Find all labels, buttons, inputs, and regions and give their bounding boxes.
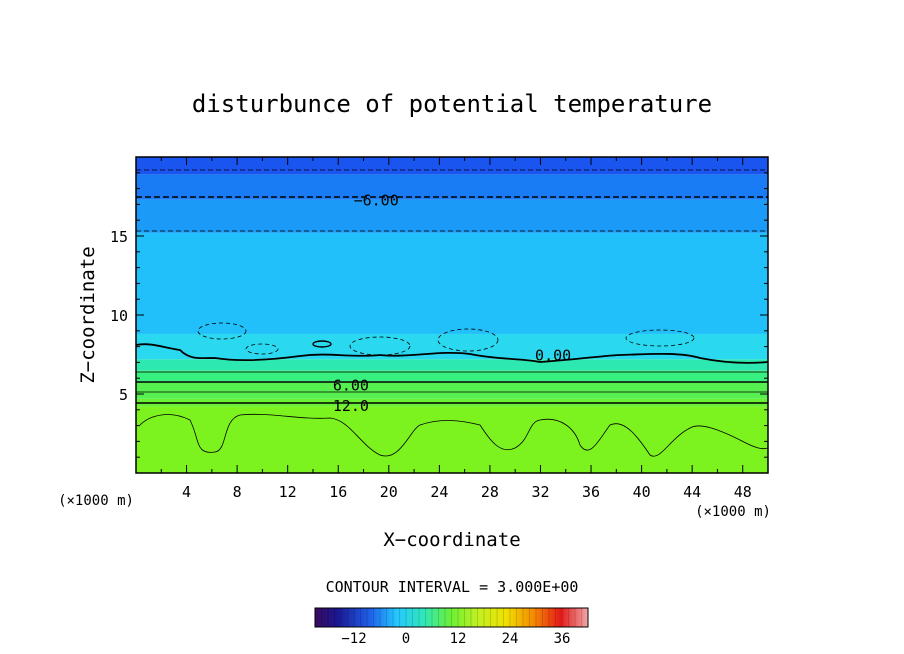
contour-blob bbox=[245, 343, 279, 355]
field-band bbox=[136, 157, 768, 175]
colorbar-stripes bbox=[321, 608, 582, 627]
x-axis-label: X−coordinate bbox=[383, 529, 520, 551]
x-tick-label: 28 bbox=[481, 483, 499, 501]
field-band bbox=[136, 333, 768, 360]
x-tick-label: 36 bbox=[582, 483, 600, 501]
contour-blob bbox=[349, 336, 411, 356]
plot-area: −6.00 0.00 6.00 12.0 bbox=[136, 157, 768, 473]
contour-zero bbox=[136, 343, 768, 364]
field-band bbox=[136, 359, 768, 371]
field-band bbox=[136, 406, 768, 473]
contour-lines bbox=[136, 169, 768, 457]
contour-blob bbox=[312, 340, 332, 348]
colorbar-tick-label: 36 bbox=[554, 631, 571, 647]
x-tick-label: 44 bbox=[683, 483, 701, 501]
colorbar-ticks: −12 0 12 24 36 bbox=[341, 631, 570, 647]
colorbar-tick-label: 12 bbox=[450, 631, 467, 647]
field-band bbox=[136, 199, 768, 233]
y-tick-label: 10 bbox=[110, 307, 128, 325]
y-tick-label: 15 bbox=[110, 228, 128, 246]
contour-waves bbox=[139, 413, 768, 457]
field-bands bbox=[136, 157, 768, 473]
y-axis: 5 10 15 bbox=[110, 172, 768, 458]
contour-label: −6.00 bbox=[354, 192, 399, 210]
contour-labels: −6.00 0.00 6.00 12.0 bbox=[333, 192, 571, 415]
colorbar bbox=[314, 607, 589, 628]
x-tick-label: 32 bbox=[531, 483, 549, 501]
contour-label: 6.00 bbox=[333, 377, 369, 395]
x-tick-label: 12 bbox=[279, 483, 297, 501]
colorbar-tick-label: 0 bbox=[402, 631, 410, 647]
contour-blob bbox=[197, 322, 247, 340]
x-tick-label: 4 bbox=[182, 483, 191, 501]
y-axis-label: Z−coordinate bbox=[77, 246, 99, 383]
field-band bbox=[136, 381, 768, 399]
x-unit-right: (×1000 m) bbox=[695, 504, 771, 520]
x-tick-label: 8 bbox=[233, 483, 242, 501]
colorbar-tick-label: 24 bbox=[502, 631, 519, 647]
field-band bbox=[136, 370, 768, 382]
x-tick-label: 20 bbox=[380, 483, 398, 501]
y-tick-label: 5 bbox=[119, 386, 128, 404]
field-band bbox=[136, 232, 768, 334]
field-band bbox=[136, 174, 768, 200]
x-tick-label: 16 bbox=[329, 483, 347, 501]
x-unit-left: (×1000 m) bbox=[58, 493, 134, 509]
chart-title: disturbunce of potential temperature bbox=[192, 90, 712, 118]
contour-label: 12.0 bbox=[333, 397, 369, 415]
x-axis: 4 8 12 16 20 24 28 32 36 40 44 48 bbox=[160, 157, 752, 501]
colorbar-tick-label: −12 bbox=[341, 631, 366, 647]
x-tick-label: 24 bbox=[430, 483, 448, 501]
x-tick-label: 40 bbox=[633, 483, 651, 501]
contour-interval-text: CONTOUR INTERVAL = 3.000E+00 bbox=[326, 578, 579, 596]
contour-blob bbox=[437, 328, 499, 352]
x-tick-label: 48 bbox=[734, 483, 752, 501]
contour-label: 0.00 bbox=[535, 347, 571, 365]
contour-blob bbox=[625, 329, 695, 347]
